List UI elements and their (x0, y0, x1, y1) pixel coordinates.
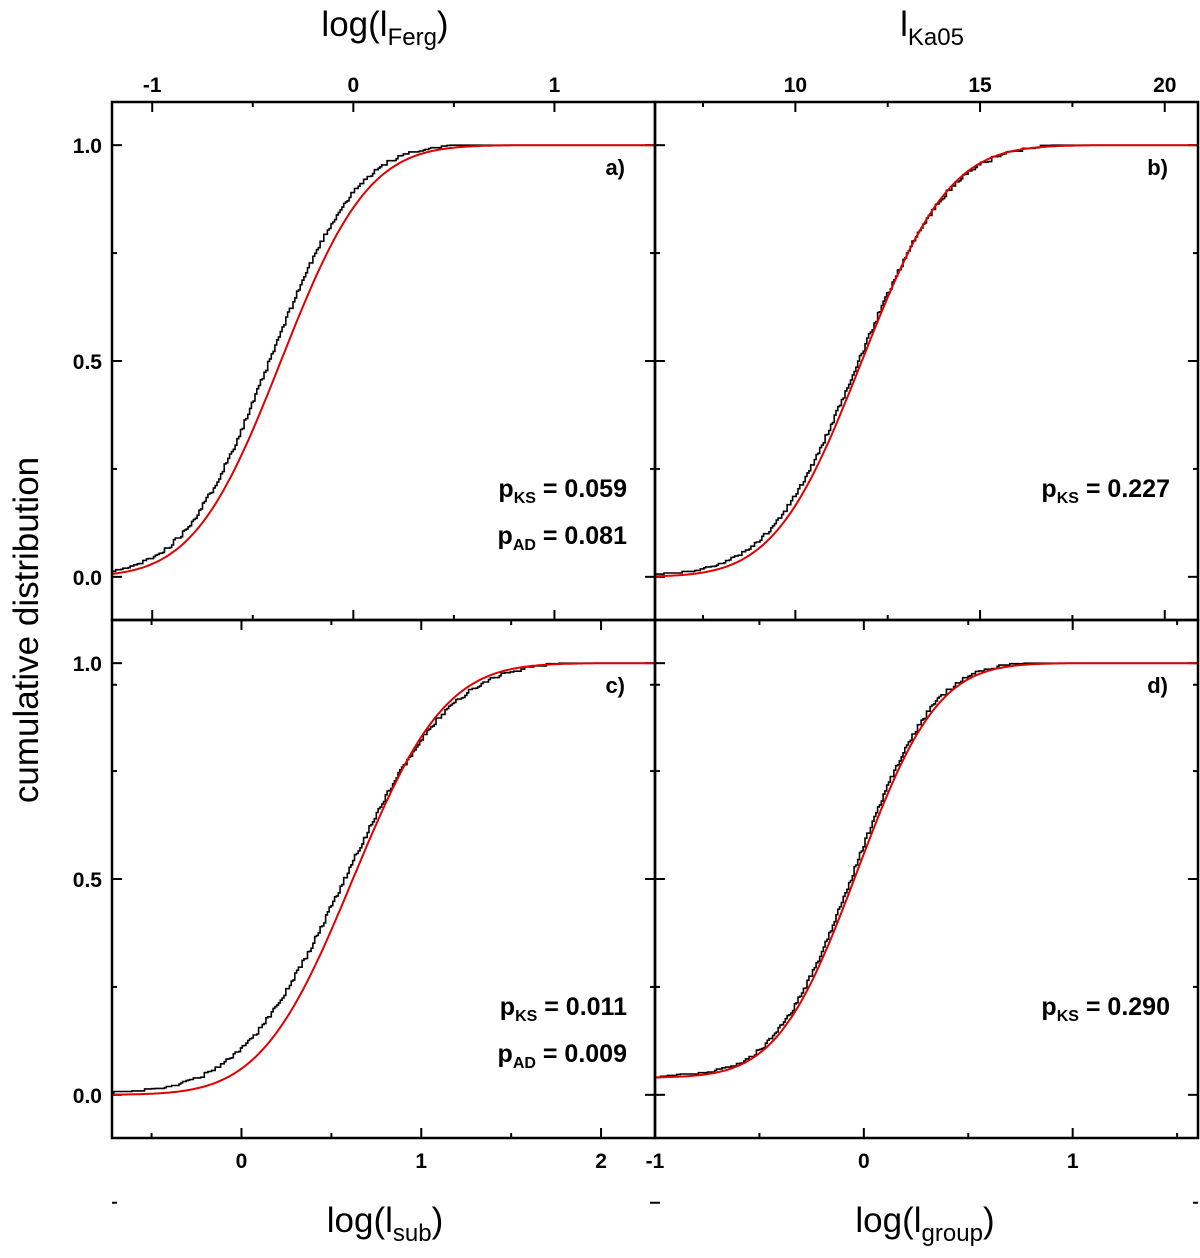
empirical-cdf-line (112, 144, 655, 573)
x-tick-label: 15 (968, 74, 992, 97)
p-value-annotation: pKS = 0.059 (498, 475, 627, 507)
model-cdf-line (112, 662, 655, 1096)
empirical-cdf-line (112, 662, 655, 1096)
panel-c: 0 1 2 0.0 0.5 1.0 c) pKS = 0.011 pAD = 0.009 (73, 618, 657, 1204)
model-cdf-line (112, 144, 655, 575)
x-tick-label: 20 (1153, 74, 1176, 97)
panel-d: -1 0 1 d) pKS = 0.290 (646, 618, 1200, 1204)
y-axis-title: cumulative distribution (7, 457, 46, 803)
panel-letter: d) (1147, 673, 1168, 698)
y-tick-label: 0.0 (73, 567, 102, 590)
top-x-axis-title-a: log(lFerg) (321, 5, 448, 51)
panel-letter: b) (1147, 155, 1168, 180)
top-x-axis-title-a-tail: ) (437, 5, 449, 44)
p-value-annotation: pKS = 0.290 (1041, 993, 1170, 1025)
model-cdf-line (655, 144, 1198, 578)
bottom-x-axis-title-d: log(lgroup) (855, 1201, 994, 1247)
x-tick-label: 10 (784, 74, 807, 97)
bottom-x-axis-title-c: log(lsub) (327, 1201, 444, 1247)
bottom-x-axis-title-c-tail: ) (432, 1201, 444, 1240)
top-x-axis-title-b-base: l (900, 5, 908, 44)
top-x-axis-title-b-sub: Ka05 (908, 24, 964, 51)
top-x-axis-title-a-sub: Ferg (388, 24, 437, 51)
x-tick-label: -1 (646, 1150, 665, 1173)
bottom-x-axis-title-c-base: log(l (327, 1201, 393, 1240)
panel-b: 10 15 20 b) pKS = 0.227 (653, 74, 1200, 686)
model-cdf-line (655, 662, 1198, 1079)
bottom-x-axis-title-c-sub: sub (393, 1220, 432, 1247)
y-tick-label: 0.0 (73, 1085, 102, 1108)
panel-a: -1 0 1 0.0 0.5 1.0 a) pKS = 0.059 pAD = 0.081 (73, 74, 657, 686)
panel-letter: a) (605, 155, 625, 180)
panel-frame (653, 100, 1200, 622)
x-tick-label: 2 (595, 1150, 607, 1173)
x-tick-label: 0 (858, 1150, 870, 1173)
x-tick-label: 1 (415, 1150, 427, 1173)
x-tick-label: 1 (1067, 1150, 1079, 1173)
top-x-axis-title-b: lKa05 (900, 5, 964, 51)
p-value-annotation: pAD = 0.081 (498, 522, 628, 554)
p-value-annotation: pKS = 0.227 (1041, 475, 1170, 507)
p-value-annotation: pKS = 0.011 (500, 993, 627, 1025)
y-tick-label: 0.5 (73, 351, 103, 374)
y-tick-label: 1.0 (73, 135, 102, 158)
bottom-x-axis-title-d-sub: group (922, 1220, 983, 1247)
x-tick-label: -1 (143, 74, 162, 97)
panel-frame (653, 618, 1200, 1140)
y-tick-label: 1.0 (73, 653, 102, 676)
panel-letter: c) (605, 673, 625, 698)
x-tick-label: 0 (236, 1150, 248, 1173)
y-tick-label: 0.5 (73, 869, 103, 892)
x-tick-label: 1 (549, 74, 561, 97)
empirical-cdf-line (655, 144, 1198, 575)
x-tick-label: 0 (347, 74, 359, 97)
bottom-x-axis-title-d-tail: ) (983, 1201, 995, 1240)
top-x-axis-title-a-base: log(l (321, 5, 387, 44)
bottom-x-axis-title-d-base: log(l (855, 1201, 921, 1240)
p-value-annotation: pAD = 0.009 (498, 1040, 627, 1072)
